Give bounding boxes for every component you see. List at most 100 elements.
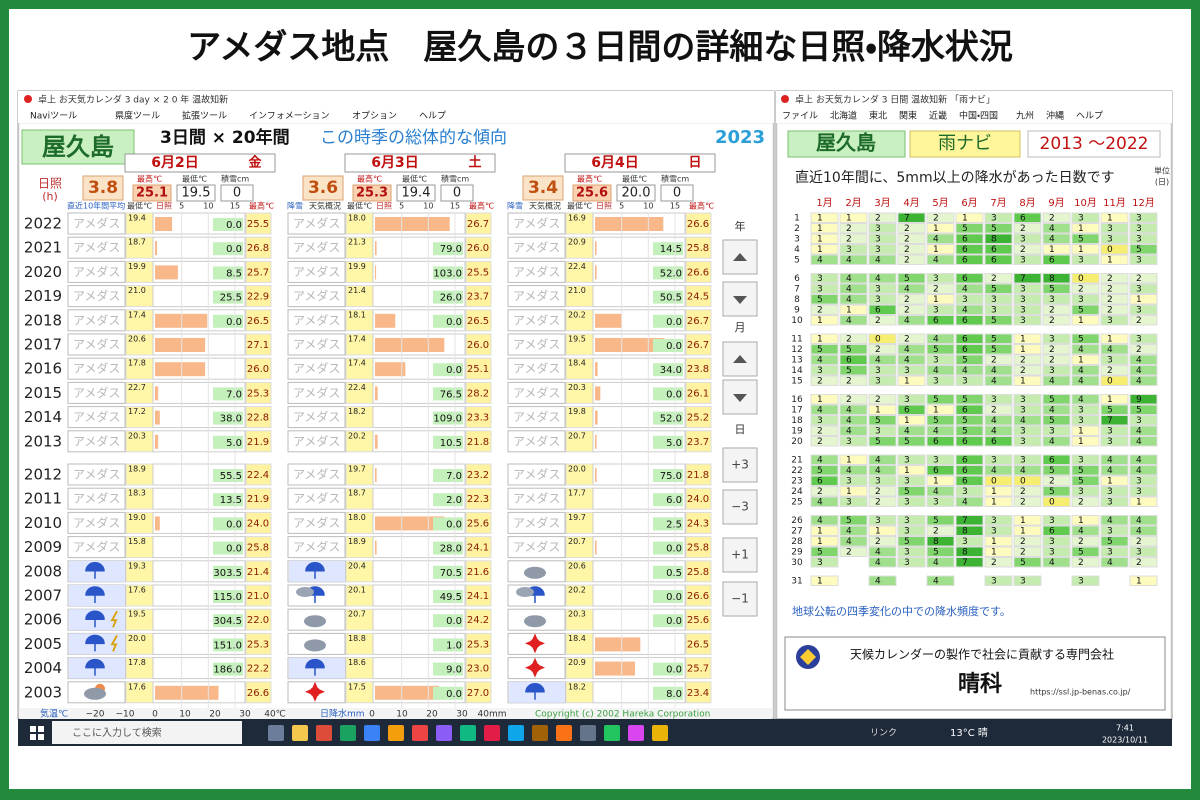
count-label: 3 <box>817 366 823 376</box>
taskbar-app[interactable] <box>436 725 452 741</box>
taskbar-app[interactable] <box>292 725 308 741</box>
count-cell <box>839 254 868 265</box>
day-number: 31 <box>791 577 802 587</box>
menu-item[interactable]: 近畿 <box>929 110 947 122</box>
nav-button[interactable] <box>722 581 758 617</box>
count-cell <box>1013 273 1042 284</box>
count-cell <box>1129 425 1158 436</box>
day-number: 27 <box>791 527 802 537</box>
weather-cell <box>67 463 126 486</box>
search-placeholder[interactable]: ここに入力して検索 <box>72 726 162 739</box>
count-label: 6 <box>875 306 881 316</box>
nav-button-label[interactable]: −1 <box>731 592 749 606</box>
menu-item[interactable]: 拡張ツール <box>182 110 227 122</box>
min-temp: 20.7 <box>348 610 366 619</box>
taskbar-app[interactable] <box>484 725 500 741</box>
nav-button-label[interactable]: +3 <box>731 458 749 472</box>
nav-button[interactable] <box>722 447 758 483</box>
taskbar-app[interactable] <box>628 725 644 741</box>
count-label: 4 <box>846 416 852 426</box>
max-temp: 26.7 <box>687 340 709 351</box>
menu-item[interactable]: 九州 <box>1016 111 1034 122</box>
precip: 6.0 <box>666 495 682 506</box>
count-label: 5 <box>817 466 823 476</box>
count-label: 2 <box>1136 345 1142 355</box>
max-temp: 22.4 <box>247 470 269 481</box>
snow-box <box>660 184 694 202</box>
taskbar-app[interactable] <box>460 725 476 741</box>
menu-item[interactable]: Naviツール <box>30 112 77 122</box>
count-label: 2 <box>1107 366 1113 376</box>
count-cell <box>955 515 984 526</box>
start-button[interactable] <box>30 726 44 740</box>
year: 2009 <box>24 538 62 556</box>
taskbar-app[interactable] <box>532 725 548 741</box>
max-temp: 22.0 <box>247 615 269 626</box>
count-label: 2 <box>1107 306 1113 316</box>
count-cell <box>1100 315 1129 326</box>
count-label: 3 <box>933 356 939 366</box>
max-temp: 25.5 <box>467 267 489 278</box>
taskbar-app[interactable] <box>508 725 524 741</box>
count-cell <box>984 315 1013 326</box>
amedas-placeholder: アメダス <box>513 288 560 303</box>
count-cell <box>955 304 984 315</box>
amedas-placeholder: アメダス <box>73 491 120 506</box>
count-label: 2 <box>875 316 881 326</box>
max-cell <box>465 309 492 332</box>
count-cell <box>926 273 955 284</box>
max-cell <box>245 536 272 559</box>
nav-button[interactable] <box>722 537 758 573</box>
count-label: 6 <box>1020 214 1026 224</box>
nav-button[interactable] <box>722 489 758 525</box>
menu-item[interactable]: 中国・四国 <box>959 110 998 122</box>
menu-item[interactable]: 県度ツール <box>115 110 160 122</box>
day-number: 30 <box>791 558 803 568</box>
nav-button-label[interactable]: +1 <box>731 548 749 562</box>
search-box[interactable] <box>52 721 242 744</box>
count-cell <box>1100 515 1129 526</box>
cloud-icon <box>516 587 534 597</box>
count-cell <box>868 575 897 586</box>
taskbar-app[interactable] <box>652 725 668 741</box>
taskbar-app[interactable] <box>556 725 572 741</box>
taskbar-app[interactable] <box>316 725 332 741</box>
count-label: 6 <box>817 477 823 487</box>
amedas-placeholder: アメダス <box>73 409 120 424</box>
count-cell <box>1071 365 1100 376</box>
taskbar-time: 7:41 <box>1116 724 1134 733</box>
sunshine-tick: 15 <box>670 202 680 211</box>
min-temp: 17.4 <box>348 359 366 368</box>
count-cell <box>868 425 897 436</box>
menu-item[interactable]: ヘルプ <box>1076 111 1103 122</box>
menu-item[interactable]: インフォメーション <box>249 112 330 122</box>
max-cell <box>245 430 272 453</box>
menu-item[interactable]: 沖縄 <box>1046 110 1064 122</box>
max-cell <box>465 357 492 380</box>
nav-button-label[interactable]: −3 <box>731 500 749 514</box>
min-temp: 20.0 <box>128 634 146 643</box>
min-temp: 18.2 <box>568 682 586 691</box>
taskbar-app[interactable] <box>340 725 356 741</box>
sunshine-bar <box>595 468 597 482</box>
taskbar-app[interactable] <box>268 725 284 741</box>
menu-item[interactable]: オプション <box>352 111 397 122</box>
count-cell <box>1071 557 1100 568</box>
taskbar-app[interactable] <box>364 725 380 741</box>
max-cell <box>465 381 492 404</box>
taskbar-app[interactable] <box>388 725 404 741</box>
period-box <box>1027 130 1161 158</box>
menu-item[interactable]: ファイル <box>782 112 818 122</box>
sunshine-tick: 5 <box>179 202 184 211</box>
precip: 7.0 <box>446 471 462 482</box>
menu-item[interactable]: 東北 <box>869 110 887 122</box>
taskbar-app[interactable] <box>412 725 428 741</box>
max-temp: 26.8 <box>247 243 269 254</box>
max-temp: 25.7 <box>247 267 269 278</box>
menu-item[interactable]: 関東 <box>899 110 917 122</box>
menu-item[interactable]: ヘルプ <box>419 111 446 122</box>
count-label: 4 <box>846 427 852 437</box>
menu-item[interactable]: 北海道 <box>830 110 857 122</box>
taskbar-app[interactable] <box>604 725 620 741</box>
taskbar-app[interactable] <box>580 725 596 741</box>
